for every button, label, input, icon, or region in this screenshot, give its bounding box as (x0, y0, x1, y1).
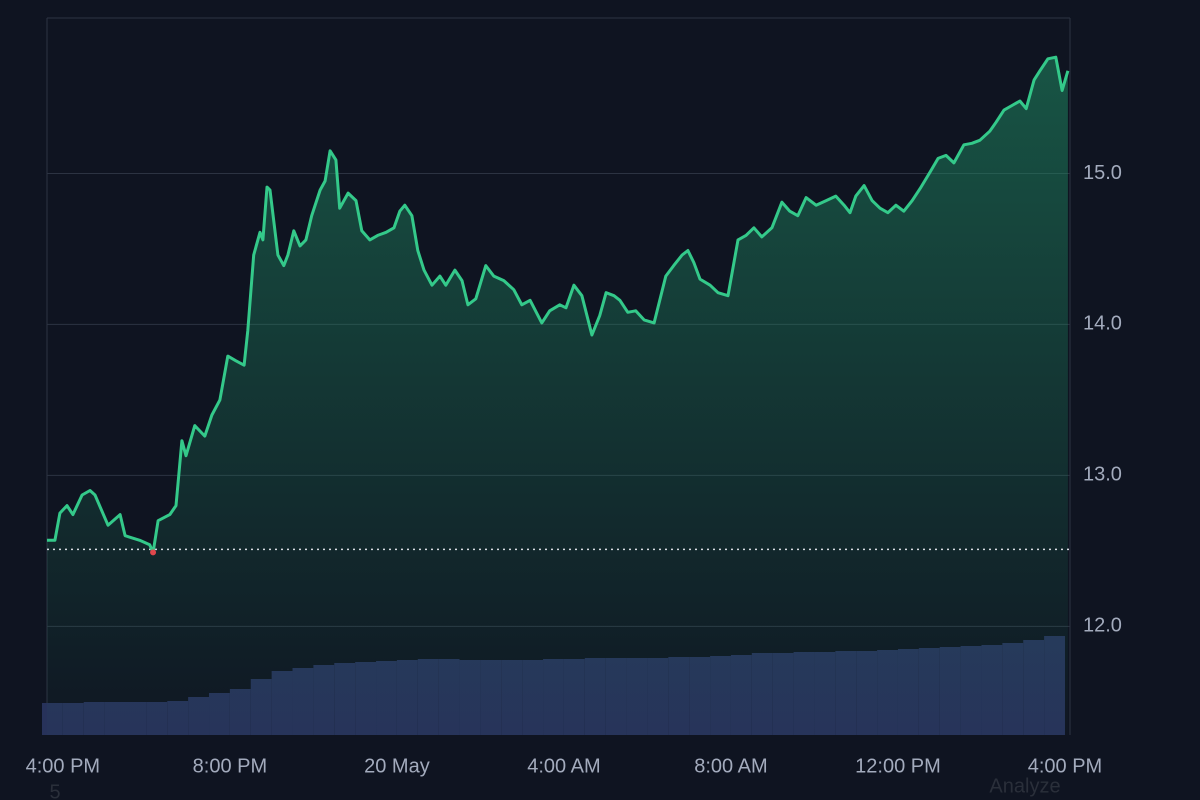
x-tick-label: 4:00 AM (527, 755, 600, 777)
price-line (47, 55, 1070, 554)
x-tick-label: 8:00 AM (694, 755, 767, 777)
x-tick-label: 4:00 PM (1028, 755, 1102, 777)
x-tick-label: 4:00 PM (26, 755, 100, 777)
footer-number: 5 (49, 781, 60, 800)
x-tick-label: 20 May (364, 755, 430, 777)
low-marker (150, 549, 157, 556)
y-tick-label: 14.0 (1083, 313, 1122, 335)
x-tick-label: 12:00 PM (855, 755, 941, 777)
y-tick-label: 12.0 (1083, 615, 1122, 637)
footer-action[interactable]: Analyze (989, 775, 1060, 797)
x-tick-label: 8:00 PM (193, 755, 267, 777)
y-tick-label: 13.0 (1083, 464, 1122, 486)
area (47, 57, 1068, 735)
y-tick-label: 15.0 (1083, 162, 1122, 184)
